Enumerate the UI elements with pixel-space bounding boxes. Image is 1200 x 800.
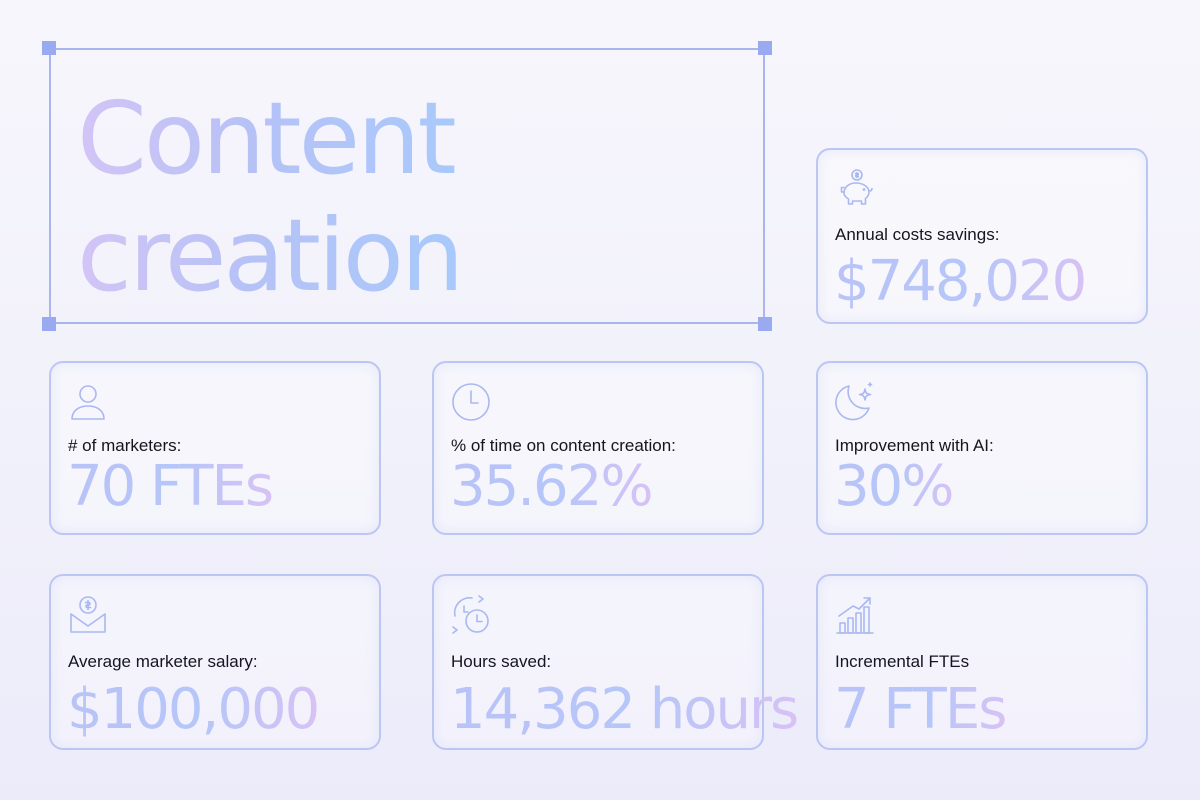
stat-card-hours-saved: Hours saved: 14,362 hours bbox=[432, 574, 799, 750]
ai-improvement-label: Improvement with AI: bbox=[835, 436, 994, 455]
stat-card-incremental-ftes: Incremental FTEs 7 FTEs bbox=[816, 574, 1148, 750]
average-salary-value: $100,000 bbox=[67, 677, 320, 742]
marketers-value: 70 FTEs bbox=[67, 454, 274, 519]
marketers-label: # of marketers: bbox=[68, 436, 182, 455]
title-frame[interactable]: Content creation bbox=[42, 41, 772, 331]
incremental-ftes-label: Incremental FTEs bbox=[835, 652, 970, 671]
resize-handle-top-left[interactable] bbox=[42, 41, 56, 55]
incremental-ftes-value: 7 FTEs bbox=[834, 677, 1007, 742]
average-salary-label: Average marketer salary: bbox=[68, 652, 258, 671]
resize-handle-bottom-left[interactable] bbox=[42, 317, 56, 331]
hours-saved-value: 14,362 hours bbox=[450, 677, 799, 742]
ai-improvement-value: 30% bbox=[834, 454, 954, 519]
ai-sparkle-icon bbox=[834, 381, 876, 423]
annual-savings-value: $748,020 bbox=[834, 249, 1087, 314]
resize-handle-bottom-right[interactable] bbox=[758, 317, 772, 331]
annual-savings-label: Annual costs savings: bbox=[835, 225, 1000, 244]
user-icon bbox=[67, 381, 109, 423]
stat-card-marketers: # of marketers: 70 FTEs bbox=[49, 361, 381, 535]
time-saved-icon bbox=[450, 594, 492, 636]
time-on-content-label: % of time on content creation: bbox=[451, 436, 676, 455]
page-title-line-1: Content bbox=[77, 80, 454, 197]
stat-card-annual-savings: Annual costs savings: $748,020 bbox=[816, 148, 1148, 324]
salary-envelope-icon bbox=[67, 594, 109, 636]
hours-saved-label: Hours saved: bbox=[451, 652, 552, 671]
stat-card-ai-improvement: Improvement with AI: 30% bbox=[816, 361, 1148, 535]
page-title-line-2: creation bbox=[77, 197, 462, 314]
stat-card-time-on-content: % of time on content creation: 35.62% bbox=[432, 361, 764, 535]
clock-icon bbox=[450, 381, 492, 423]
piggy-bank-icon bbox=[834, 168, 876, 210]
time-on-content-value: 35.62% bbox=[450, 454, 654, 519]
growth-chart-icon bbox=[834, 594, 876, 636]
stat-card-average-salary: Average marketer salary: $100,000 bbox=[49, 574, 381, 750]
resize-handle-top-right[interactable] bbox=[758, 41, 772, 55]
page-title: Content creation bbox=[77, 80, 461, 314]
